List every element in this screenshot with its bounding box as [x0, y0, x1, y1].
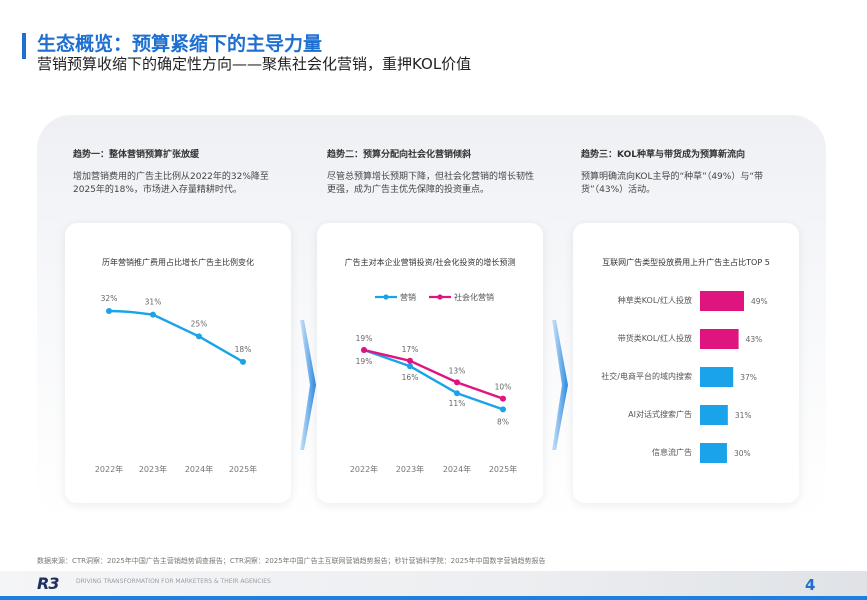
chart-card-2: 广告主对本企业营销投资/社会化投资的增长预测 营销 社会化营销 19% 16% 11% 8… — [317, 223, 543, 503]
chart-card-1: 历年营销推广费用占比增长广告主比例变化 32% 31% 25% 18% 2022年 202… — [65, 223, 291, 503]
trend-3-title: 趋势三：KOL种草与带货成为预算新流向 — [581, 150, 745, 160]
data-label: 31% — [735, 411, 752, 420]
category-label: 信息流广告 — [652, 447, 692, 457]
footer-tagline: DRIVING TRANSFORMATION FOR MARKETERS & T… — [76, 578, 271, 585]
legend-label: 社会化营销 — [454, 292, 494, 302]
category-label: 带货类KOL/红人投放 — [618, 333, 692, 343]
data-label: 43% — [746, 335, 763, 344]
data-label: 11% — [449, 399, 466, 408]
data-label: 19% — [356, 357, 373, 366]
legend-label: 营销 — [400, 292, 416, 302]
series-line — [363, 348, 504, 400]
legend-marker — [437, 294, 443, 300]
data-point — [196, 333, 202, 340]
series-line — [108, 309, 244, 363]
data-label: 49% — [751, 297, 768, 306]
page-title: 生态概览：预算紧缩下的主导力量 — [37, 33, 323, 55]
trend-2-desc: 尽管总预算增长预期下降，但社会化营销的增长韧性更强，成为广告主优先保障的投资重点… — [327, 172, 535, 195]
footer-bar — [0, 571, 867, 596]
x-tick-label: 2024年 — [443, 464, 471, 474]
data-point — [454, 379, 460, 386]
x-tick-label: 2022年 — [350, 464, 378, 474]
page-number: 4 — [805, 576, 816, 594]
footer-accent-line — [0, 596, 867, 600]
data-point — [407, 357, 413, 364]
x-tick-label: 2023年 — [139, 464, 167, 474]
data-point — [361, 347, 367, 353]
data-point — [240, 358, 246, 365]
chart-3-title: 互联网广告类型投放费用上升广告主占比TOP 5 — [602, 258, 770, 267]
trend-2-title: 趋势二：预算分配向社会化营销倾斜 — [327, 150, 472, 160]
chart-card-3: 互联网广告类型投放费用上升广告主占比TOP 5 种草类KOL/红人投放 49% 带货… — [573, 223, 799, 503]
category-label: 种草类KOL/红人投放 — [618, 295, 692, 305]
data-point — [500, 395, 506, 402]
trend-1-title: 趋势一：整体营销预算扩张放缓 — [73, 150, 200, 160]
data-point — [500, 406, 506, 413]
data-label: 37% — [740, 373, 757, 382]
category-label: AI对话式搜索广告 — [628, 409, 692, 419]
data-label: 17% — [402, 345, 419, 354]
data-label: 31% — [145, 298, 162, 307]
data-label: 13% — [449, 366, 466, 375]
data-point — [454, 390, 460, 397]
arrow-right-icon — [552, 320, 568, 450]
legend-marker — [383, 294, 389, 300]
bar — [700, 329, 739, 349]
x-tick-label: 2025年 — [489, 464, 517, 474]
x-tick-label: 2024年 — [185, 464, 213, 474]
data-point — [150, 311, 156, 318]
data-label: 19% — [356, 334, 373, 343]
data-label: 30% — [734, 449, 751, 458]
data-label: 8% — [497, 417, 509, 426]
data-label: 32% — [101, 294, 118, 303]
chart-2-svg: 营销 社会化营销 19% 16% 11% 8% 19% 17% 13% 10% 2022年 2023年… — [350, 292, 517, 474]
chart-3-svg: 种草类KOL/红人投放 49% 带货类KOL/红人投放 43% 社交/电商平台的域内搜索… — [601, 291, 768, 463]
chart-1-title: 历年营销推广费用占比增长广告主比例变化 — [102, 258, 254, 267]
x-tick-label: 2022年 — [95, 464, 123, 474]
data-point — [407, 363, 413, 370]
trend-1-desc: 增加营销费用的广告主比例从2022年的32%降至2025年的18%，市场进入存量… — [73, 172, 269, 195]
r3-logo: R3 — [37, 574, 59, 593]
title-accent-bar — [22, 33, 26, 59]
data-label: 16% — [402, 373, 419, 382]
bar — [700, 291, 744, 311]
bar — [700, 405, 728, 425]
arrow-right-icon — [300, 320, 316, 450]
category-label: 社交/电商平台的域内搜索 — [601, 371, 692, 381]
data-point — [106, 308, 112, 314]
data-label: 25% — [191, 319, 208, 328]
bar — [700, 367, 734, 387]
x-tick-label: 2025年 — [229, 464, 257, 474]
bar — [700, 443, 727, 463]
chart-1-svg: 32% 31% 25% 18% 2022年 2023年 2024年 2025年 — [95, 294, 257, 474]
trend-3-desc: 预算明确流向KOL主导的“种草”（49%）与“带货”（43%）活动。 — [581, 172, 764, 195]
series-line — [363, 348, 504, 411]
data-label: 10% — [495, 383, 512, 392]
x-tick-label: 2023年 — [396, 464, 424, 474]
data-source-note: 数据来源：CTR洞察：2025年中国广告主营销趋势调查报告；CTR洞察：2025… — [37, 557, 546, 565]
page-subtitle: 营销预算收缩下的确定性方向——聚焦社会化营销，重押KOL价值 — [37, 55, 472, 73]
chart-2-title: 广告主对本企业营销投资/社会化投资的增长预测 — [344, 258, 516, 267]
data-label: 18% — [235, 345, 252, 354]
